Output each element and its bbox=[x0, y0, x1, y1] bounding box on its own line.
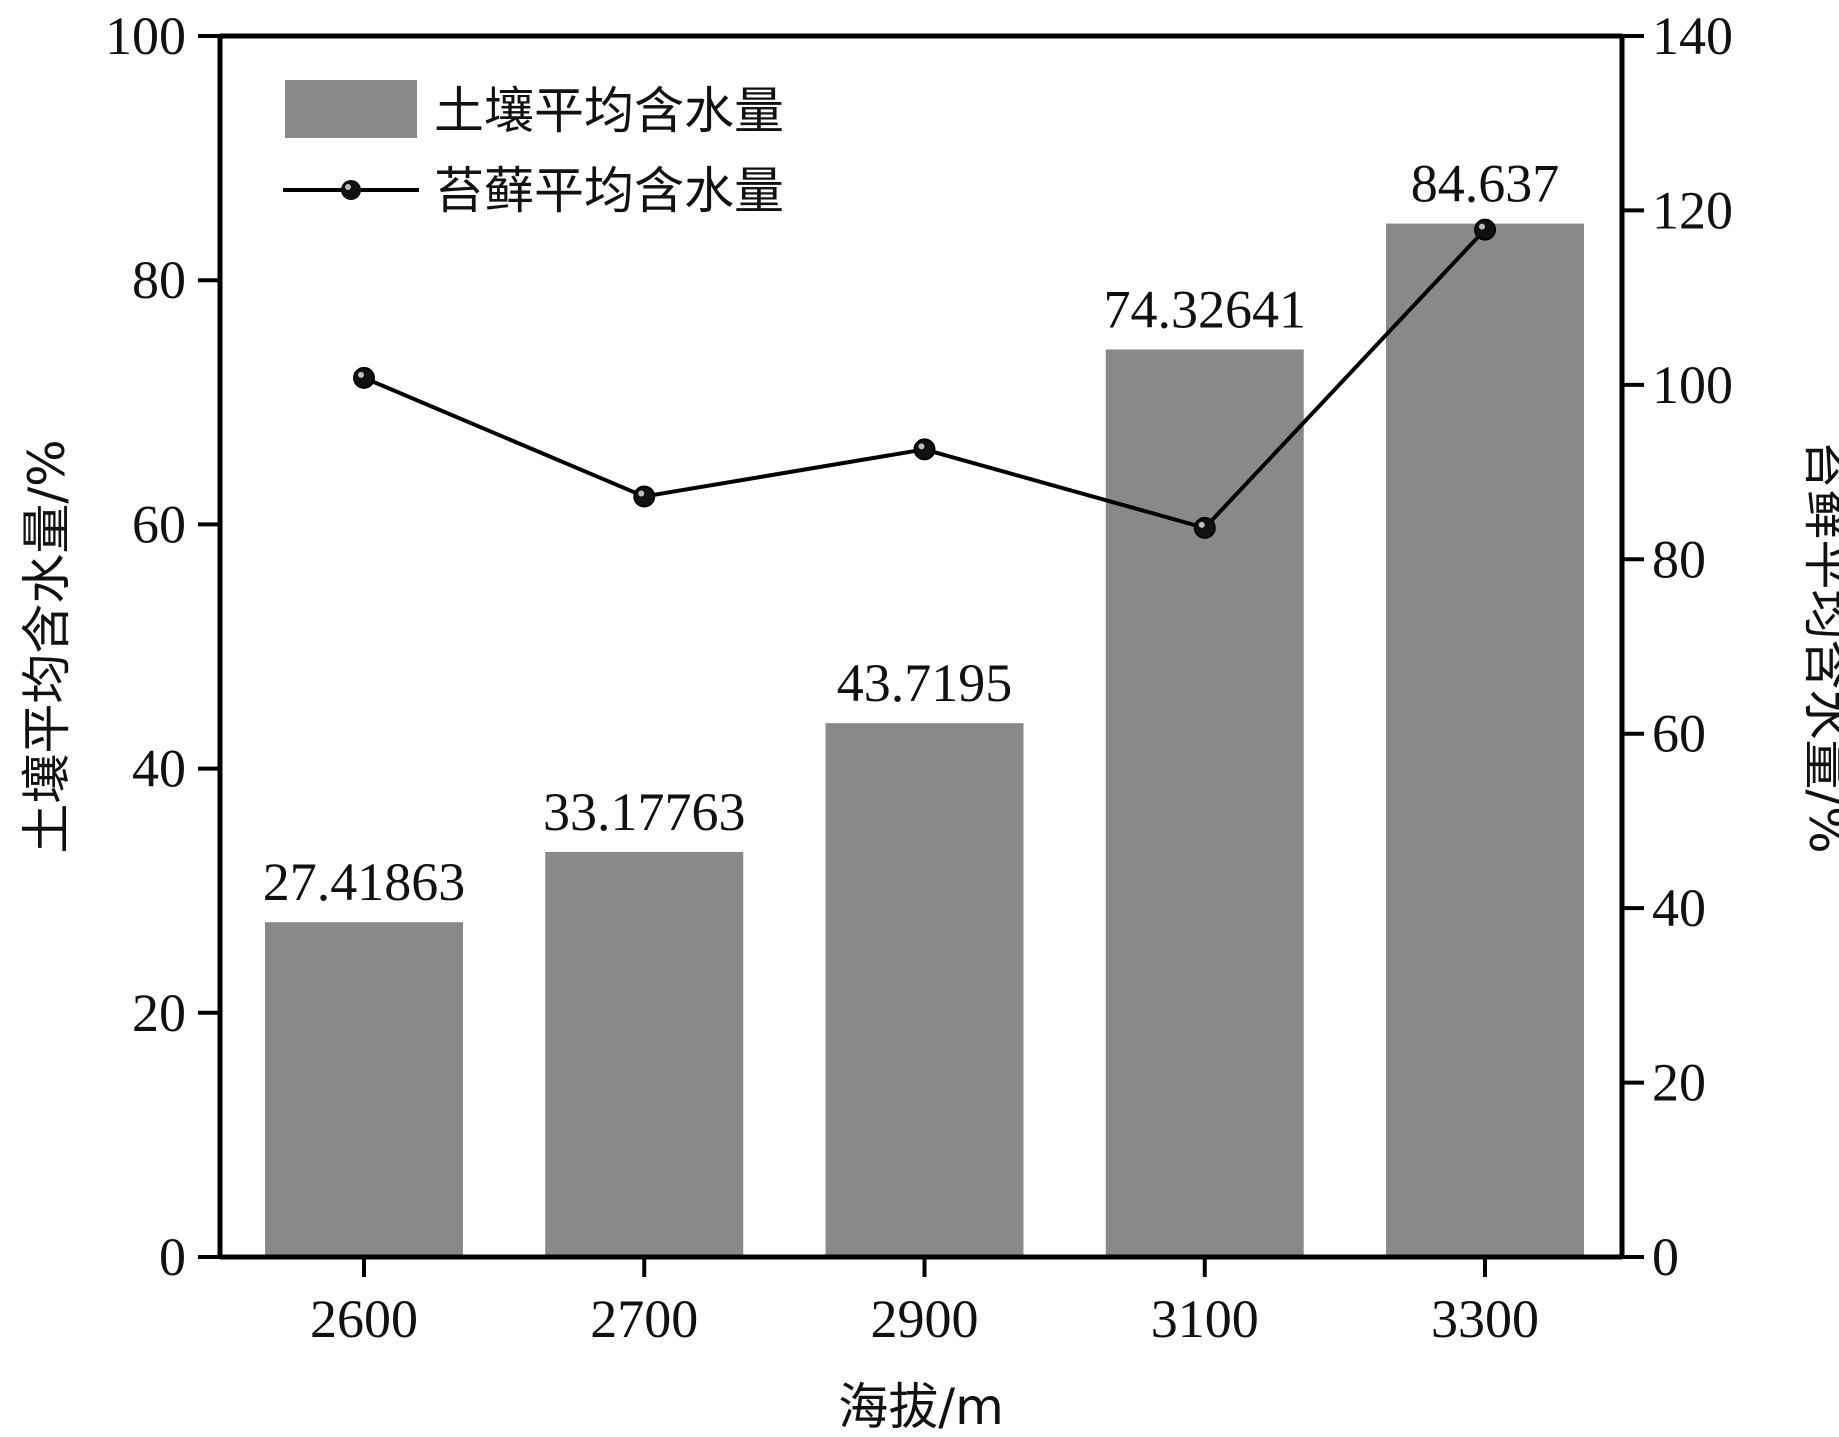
right-tick-label-80: 80 bbox=[1652, 529, 1706, 589]
moss-point-highlight-3100 bbox=[1198, 521, 1205, 528]
moss-point-3100 bbox=[1193, 516, 1216, 539]
x-tick-label-3100: 3100 bbox=[1151, 1289, 1259, 1349]
moss-point-highlight-3300 bbox=[1479, 223, 1485, 230]
bars-layer bbox=[265, 223, 1584, 1257]
right-tick-label-140: 140 bbox=[1652, 6, 1733, 66]
x-axis-title: 海拔/m bbox=[838, 1378, 1004, 1436]
labels-layer: 27.41863 33.17763 43.7195 74.32641 84.637 bbox=[263, 154, 1560, 913]
right-axis-title: 苔藓平均含水量/% bbox=[1798, 439, 1839, 853]
x-tick-label-2900: 2900 bbox=[871, 1289, 979, 1349]
moss-point-highlight-2900 bbox=[918, 443, 925, 450]
right-tick-label-120: 120 bbox=[1652, 180, 1733, 240]
bar-2900 bbox=[825, 723, 1024, 1257]
left-tick-label-80: 80 bbox=[132, 250, 186, 310]
data-label-2600: 27.41863 bbox=[263, 852, 466, 912]
right-tick-label-100: 100 bbox=[1652, 355, 1733, 415]
axes-layer: 0 20 40 60 80 100 0 20 40 60 80 100 120 140 2600 2700 29… bbox=[18, 6, 1839, 1436]
bar-3100 bbox=[1105, 349, 1304, 1257]
bar-2700 bbox=[545, 851, 744, 1257]
left-tick-label-0: 0 bbox=[159, 1227, 186, 1287]
data-label-3100: 74.32641 bbox=[1104, 279, 1307, 339]
moss-point-2700 bbox=[633, 485, 656, 508]
moss-point-highlight-2700 bbox=[638, 490, 645, 497]
right-tick-label-0: 0 bbox=[1652, 1227, 1679, 1287]
legend-marker-moss bbox=[341, 180, 361, 200]
right-tick-label-40: 40 bbox=[1652, 878, 1706, 938]
right-tick-label-20: 20 bbox=[1652, 1053, 1706, 1113]
x-tick-label-2600: 2600 bbox=[310, 1289, 418, 1349]
line-layer bbox=[353, 218, 1496, 539]
moss-point-2600 bbox=[353, 366, 375, 389]
legend-marker-highlight-moss bbox=[345, 184, 351, 190]
moss-point-2900 bbox=[913, 438, 936, 461]
left-tick-label-100: 100 bbox=[105, 6, 186, 66]
moss-series-line bbox=[363, 228, 1487, 531]
moss-point-3300 bbox=[1474, 218, 1496, 241]
data-label-3300: 84.637 bbox=[1411, 154, 1560, 214]
bar-3300 bbox=[1386, 223, 1584, 1257]
left-tick-label-60: 60 bbox=[132, 494, 186, 554]
left-tick-label-20: 20 bbox=[132, 983, 186, 1043]
legend-swatch-soil bbox=[285, 80, 417, 138]
right-tick-label-60: 60 bbox=[1652, 704, 1706, 764]
bar-2600 bbox=[265, 922, 463, 1257]
data-label-2700: 33.17763 bbox=[543, 782, 746, 842]
legend-label-soil: 土壤平均含水量 bbox=[434, 82, 784, 140]
legend-label-moss: 苔藓平均含水量 bbox=[434, 162, 784, 220]
data-label-2900: 43.7195 bbox=[837, 653, 1013, 713]
x-tick-label-3300: 3300 bbox=[1431, 1289, 1539, 1349]
left-tick-label-40: 40 bbox=[132, 739, 186, 799]
moss-point-highlight-2600 bbox=[358, 371, 364, 378]
left-axis-title: 土壤平均含水量/% bbox=[18, 439, 76, 853]
x-tick-label-2700: 2700 bbox=[590, 1289, 698, 1349]
